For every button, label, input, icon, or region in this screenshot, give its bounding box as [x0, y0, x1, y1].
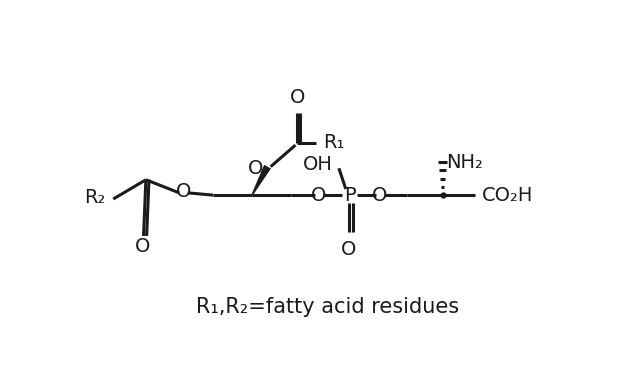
Text: O: O [135, 237, 150, 256]
Text: O: O [341, 240, 356, 259]
Text: R₁,R₂=fatty acid residues: R₁,R₂=fatty acid residues [196, 297, 460, 317]
Polygon shape [252, 165, 271, 195]
Text: O: O [175, 182, 191, 201]
Text: O: O [290, 88, 305, 106]
Text: R₁: R₁ [323, 133, 345, 152]
Text: NH₂: NH₂ [447, 153, 483, 171]
Text: P: P [344, 186, 355, 205]
Text: R₂: R₂ [84, 188, 106, 207]
Text: OH: OH [303, 155, 333, 174]
Text: O: O [372, 186, 388, 205]
Text: O: O [248, 159, 263, 178]
Text: CO₂H: CO₂H [481, 186, 533, 205]
Text: O: O [311, 186, 326, 205]
